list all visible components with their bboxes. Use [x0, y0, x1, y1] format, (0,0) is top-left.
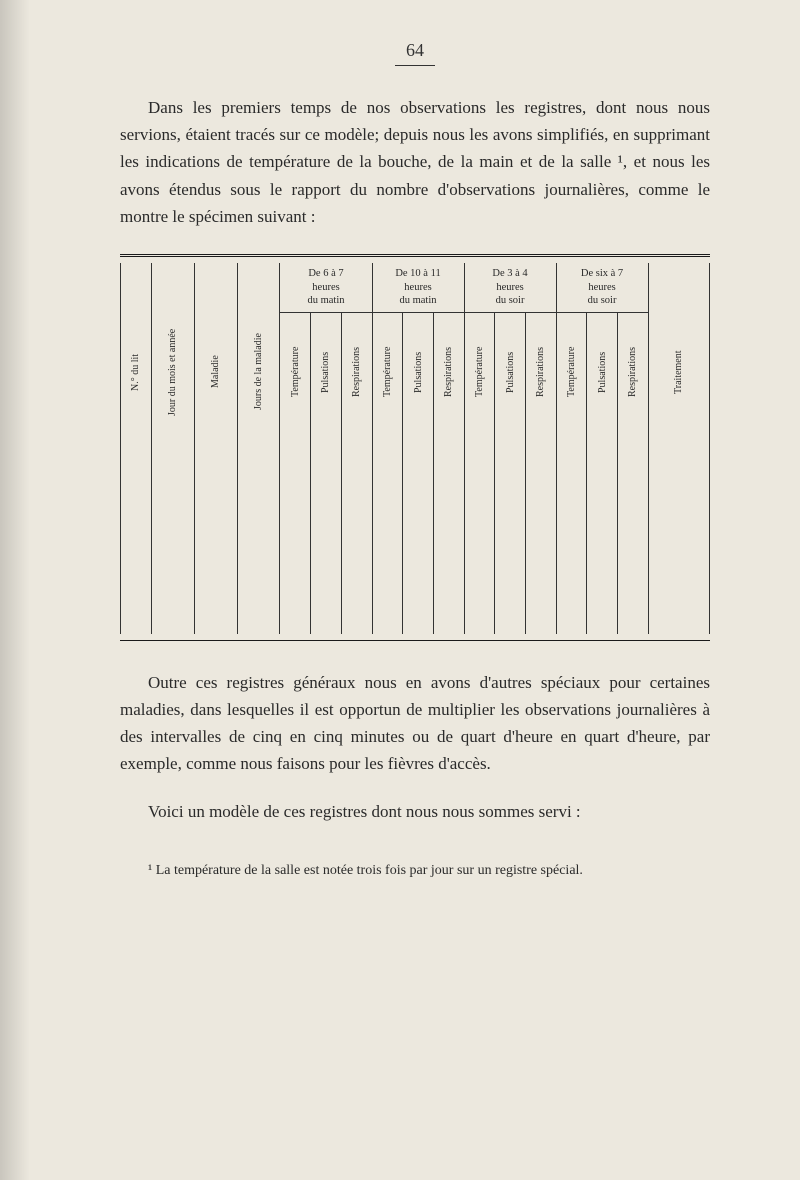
sub-resp-1: Respirations [341, 312, 372, 434]
sub-puls-1: Pulsations [311, 312, 342, 434]
time-group-3: De 3 à 4 heures du soir [464, 263, 556, 312]
sub-puls-2: Pulsations [403, 312, 434, 434]
paragraph-3: Voici un modèle de ces registres dont no… [120, 798, 710, 825]
time-group-2: De 10 à 11 heures du matin [372, 263, 464, 312]
col-maladie: Maladie [194, 263, 237, 434]
sub-temp-3: Température [464, 312, 495, 434]
col-jour-mois: Jour du mois et année [151, 263, 194, 434]
sub-temp-4: Température [556, 312, 587, 434]
register-table-container: N.° du lit Jour du mois et année Maladie… [120, 254, 710, 641]
time-group-4: De six à 7 heures du soir [556, 263, 648, 312]
col-lit: N.° du lit [121, 263, 152, 434]
register-table: N.° du lit Jour du mois et année Maladie… [120, 263, 710, 634]
col-traitement: Traitement [648, 263, 709, 434]
sub-puls-3: Pulsations [495, 312, 526, 434]
sub-puls-4: Pulsations [587, 312, 618, 434]
time-group-1: De 6 à 7 heures du matin [280, 263, 372, 312]
sub-temp-2: Température [372, 312, 403, 434]
table-empty-row [121, 434, 710, 634]
paragraph-2: Outre ces registres généraux nous en avo… [120, 669, 710, 778]
sub-temp-1: Température [280, 312, 311, 434]
page-number: 64 [120, 40, 710, 61]
footnote: ¹ La température de la salle est notée t… [120, 861, 710, 881]
table-header-row-1: N.° du lit Jour du mois et année Maladie… [121, 263, 710, 312]
sub-resp-3: Respirations [525, 312, 556, 434]
document-page: 64 Dans les premiers temps de nos observ… [0, 0, 800, 1180]
col-jours-maladie: Jours de la maladie [237, 263, 280, 434]
paragraph-1: Dans les premiers temps de nos observati… [120, 94, 710, 230]
sub-resp-2: Respirations [433, 312, 464, 434]
sub-resp-4: Respirations [617, 312, 648, 434]
page-number-underline [395, 65, 435, 66]
